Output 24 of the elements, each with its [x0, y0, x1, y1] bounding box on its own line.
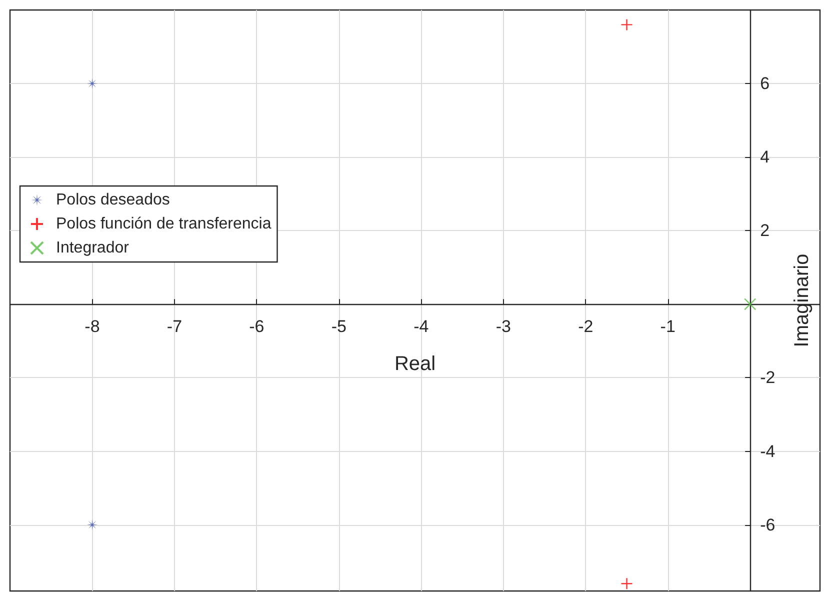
legend-label: Polos deseados [56, 192, 170, 208]
x-axis-title: Real [394, 353, 436, 376]
y-tick-label: 6 [760, 74, 770, 94]
x-tick-label: -8 [84, 317, 100, 336]
x-tick-label: -7 [166, 317, 182, 336]
point [620, 578, 633, 590]
x-tick-label: -2 [578, 317, 594, 336]
point [86, 519, 98, 530]
legend-label: Polos función de transferencia [56, 216, 272, 232]
x-tick-label: -3 [496, 317, 511, 336]
y-tick-label: 2 [760, 221, 770, 240]
y-tick-label: 4 [760, 148, 770, 167]
x-tick-label: -4 [414, 317, 429, 336]
x-tick-label: -6 [249, 317, 264, 336]
point [744, 298, 756, 310]
point [86, 78, 98, 90]
y-tick-label: -4 [760, 442, 776, 461]
x-tick-label: -5 [331, 317, 346, 336]
x-tick-label: -1 [660, 317, 676, 336]
y-tick-label: -2 [760, 368, 776, 388]
y-tick-label: -6 [760, 515, 776, 534]
legend-label: Integrador [56, 240, 130, 256]
point [620, 18, 633, 31]
y-axis-title: Imaginario [791, 254, 814, 348]
